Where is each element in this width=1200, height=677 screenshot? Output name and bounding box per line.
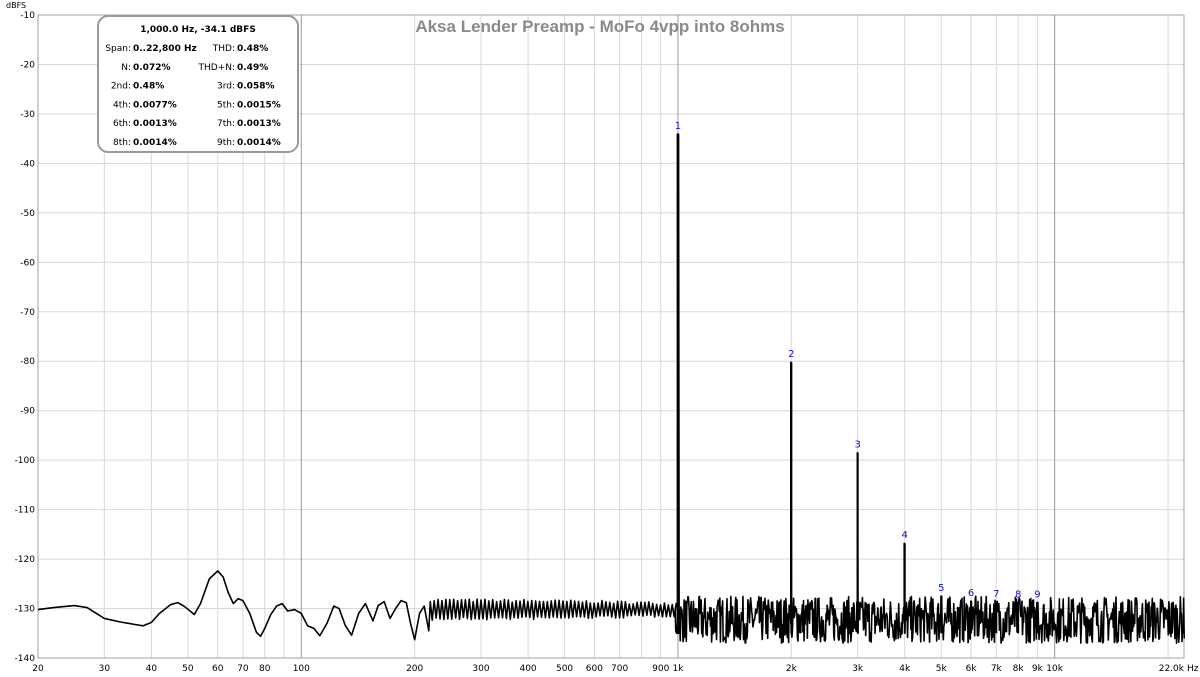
x-tick-label: 70 [237, 664, 249, 674]
x-tick-label: 60 [212, 664, 224, 674]
harmonic-label: 5 [938, 583, 944, 594]
x-tick-label: 40 [146, 664, 158, 674]
x-tick-label: 50 [182, 664, 194, 674]
x-tick-label: 10k [1046, 664, 1063, 674]
x-tick-label: 5k [936, 664, 948, 674]
info-left-label: N: [121, 63, 131, 73]
x-tick-label: 900 [652, 664, 669, 674]
harmonic-label: 3 [855, 440, 861, 451]
harmonic-labels: 1 2 3 4 5 6 7 8 9 [675, 121, 1041, 600]
x-tick-label: 22.0k [1159, 664, 1185, 674]
info-box-frame [97, 15, 299, 153]
info-left-value: 0.0013% [133, 119, 177, 129]
y-tick-label: -70 [20, 308, 35, 318]
info-left-value: 0..22,800 Hz [133, 44, 197, 54]
y-tick-label: -20 [20, 60, 35, 70]
x-tick-label: 300 [472, 664, 489, 674]
y-tick-label: -100 [15, 456, 36, 466]
plot-frame [37, 14, 1185, 659]
x-tick-label: 9k [1032, 664, 1044, 674]
info-left-value: 0.072% [133, 63, 171, 73]
info-right-label: THD+N: [197, 63, 235, 73]
x-tick-labels: 20 30 40 50 60 70 80 100 200 300 400 500 600 700 900 1k… [32, 664, 1185, 674]
x-tick-label: 2k [786, 664, 798, 674]
y-tick-label: -10 [20, 11, 35, 21]
x-tick-label: 3k [852, 664, 864, 674]
x-tick-label: 600 [586, 664, 603, 674]
y-tick-label: -130 [15, 605, 36, 615]
harmonic-label: 8 [1015, 590, 1021, 601]
y-tick-label: -40 [20, 159, 35, 169]
x-tick-label: 200 [406, 664, 423, 674]
y-tick-label: -90 [20, 407, 35, 417]
info-right-value: 0.0014% [237, 138, 281, 148]
info-left-value: 0.48% [133, 82, 164, 92]
y-tick-label: -110 [15, 506, 36, 516]
info-right-label: THD: [212, 44, 235, 54]
y-axis-label: dBFS [6, 1, 26, 10]
info-right-value: 0.058% [237, 82, 275, 92]
info-left-value: 0.0014% [133, 138, 177, 148]
x-tick-label: 100 [293, 664, 310, 674]
y-tick-label: -80 [20, 357, 35, 367]
info-right-label: 5th: [217, 100, 235, 110]
harmonic-label: 6 [968, 588, 974, 599]
y-tick-label: -140 [15, 654, 36, 664]
chart-title: Aksa Lender Preamp - MoFo 4vpp into 8ohm… [415, 17, 784, 36]
info-right-label: 7th: [217, 119, 235, 129]
info-right-value: 0.49% [237, 63, 268, 73]
info-left-label: 8th: [113, 138, 131, 148]
harmonic-label: 9 [1034, 590, 1040, 601]
x-tick-label: 7k [991, 664, 1003, 674]
x-tick-label: 400 [519, 664, 536, 674]
series-layer [37, 133, 1186, 644]
info-left-label: 6th: [113, 119, 131, 129]
harmonic-label: 4 [902, 530, 908, 541]
x-tick-label: 1k [672, 664, 684, 674]
y-tick-label: -60 [20, 258, 35, 268]
info-left-label: 2nd: [111, 82, 131, 92]
x-tick-label: 500 [556, 664, 573, 674]
info-left-label: Span: [105, 44, 131, 54]
harmonic-label: 7 [993, 589, 999, 600]
y-tick-label: -30 [20, 110, 35, 120]
x-axis-unit: Hz [1187, 664, 1199, 674]
harmonic-label: 1 [675, 121, 681, 132]
x-tick-label: 20 [32, 664, 44, 674]
y-tick-label: -120 [15, 555, 36, 565]
x-tick-label: 700 [611, 664, 628, 674]
info-right-label: 3rd: [217, 82, 235, 92]
x-tick-label: 4k [899, 664, 911, 674]
y-tick-label: -50 [20, 209, 35, 219]
info-right-value: 0.0013% [237, 119, 281, 129]
x-tick-label: 30 [99, 664, 111, 674]
info-header: 1,000.0 Hz, -34.1 dBFS [140, 25, 256, 35]
info-left-label: 4th: [113, 100, 131, 110]
harmonic-label: 2 [788, 349, 794, 360]
y-tick-labels: -10 -20 -30 -40 -50 -60 -70 -80 -90 -100 -110 -120 -… [15, 11, 36, 664]
info-right-value: 0.48% [237, 44, 268, 54]
info-left-value: 0.0077% [133, 100, 177, 110]
spectrum-line [37, 133, 1186, 644]
info-right-label: 9th: [217, 138, 235, 148]
info-right-value: 0.0015% [237, 100, 281, 110]
x-tick-label: 8k [1013, 664, 1025, 674]
x-tick-label: 6k [966, 664, 978, 674]
x-tick-label: 80 [259, 664, 271, 674]
